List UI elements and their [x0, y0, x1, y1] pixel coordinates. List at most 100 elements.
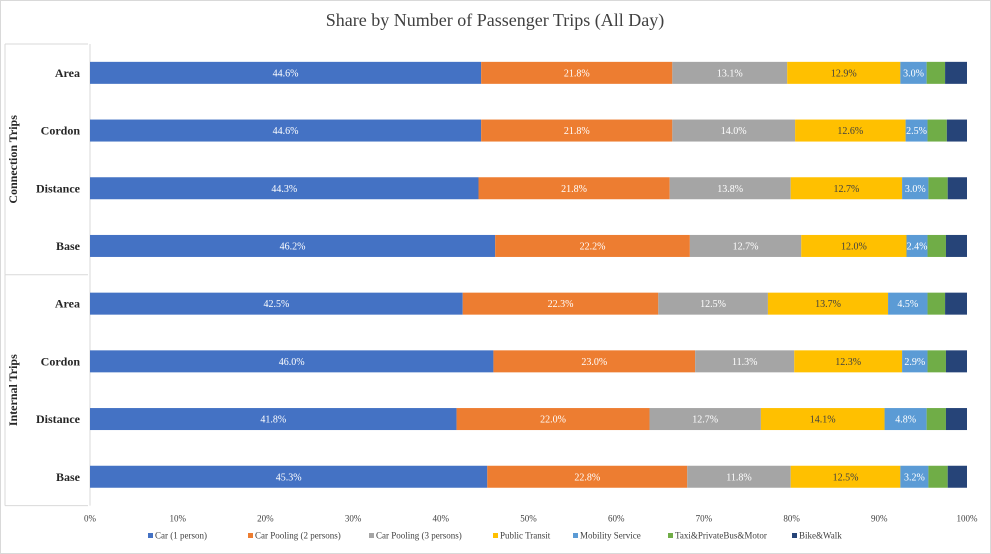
bar-segment [790, 465, 901, 488]
bar-segment [927, 350, 946, 373]
data-label: 12.3% [835, 357, 861, 368]
bar-segment [905, 119, 928, 142]
data-label: 3.0% [903, 68, 924, 79]
legend: Car (1 person) Car Pooling (2 persons) Car… [148, 531, 842, 541]
legend-label: Car (1 person) [155, 531, 207, 541]
data-label: 46.2% [280, 241, 306, 252]
data-label: 13.7% [815, 299, 841, 310]
bar-segment [90, 408, 457, 431]
bar-segment [902, 350, 928, 373]
legend-swatch [573, 533, 578, 538]
data-label: 4.8% [895, 415, 916, 426]
data-label: 3.2% [904, 472, 925, 483]
data-label: 23.0% [581, 357, 607, 368]
data-label: 12.5% [700, 299, 726, 310]
legend-label: Bike&Walk [799, 531, 842, 541]
data-label: 12.7% [692, 415, 718, 426]
bar-segment [926, 61, 946, 84]
bar-segment [687, 465, 791, 488]
data-label: 12.5% [833, 472, 859, 483]
category-label: Cordon [41, 354, 81, 368]
data-label: 4.5% [897, 299, 918, 310]
category-label: Base [56, 239, 81, 253]
x-tick-label: 100% [957, 514, 979, 524]
data-label: 22.2% [580, 241, 606, 252]
bar-segment [90, 292, 463, 315]
data-label: 2.5% [906, 126, 927, 137]
data-label: 22.0% [540, 415, 566, 426]
legend-label: Public Transit [500, 531, 551, 541]
category-label: Base [56, 470, 81, 484]
category-label: Area [55, 297, 80, 311]
data-label: 44.6% [273, 126, 299, 137]
data-label: 14.1% [810, 415, 836, 426]
bar-segment [945, 234, 967, 257]
group-label: Connection Trips [6, 115, 20, 204]
x-tick-label: 0% [84, 514, 97, 524]
bar-segment [669, 177, 791, 200]
data-label: 14.0% [721, 126, 747, 137]
bars: 44.6% 21.8% 13.1% 12.9% 3.0% Area 44.6% 21.8% 14… [36, 61, 967, 488]
bar-segment [90, 465, 488, 488]
data-label: 12.7% [733, 241, 759, 252]
bar-segment [801, 234, 907, 257]
data-label: 12.6% [837, 126, 863, 137]
bar-segment [928, 465, 948, 488]
x-tick-label: 60% [608, 514, 625, 524]
data-label: 12.7% [833, 184, 859, 195]
bar-segment [946, 119, 967, 142]
bar-segment [90, 234, 496, 257]
bar-segment [495, 234, 690, 257]
bar-segment [947, 465, 967, 488]
legend-label: Car Pooling (3 persons) [376, 531, 462, 541]
bar-segment [947, 177, 967, 200]
category-label: Distance [36, 412, 81, 426]
x-tick-label: 20% [257, 514, 274, 524]
data-label: 13.1% [717, 68, 743, 79]
x-tick-label: 30% [345, 514, 362, 524]
data-label: 3.0% [905, 184, 926, 195]
bar-segment [90, 177, 479, 200]
bar-segment [689, 234, 802, 257]
data-label: 12.9% [831, 68, 857, 79]
bar-segment [649, 408, 761, 431]
data-label: 46.0% [279, 357, 305, 368]
bar-segment [945, 61, 967, 84]
data-label: 12.0% [841, 241, 867, 252]
bar-segment [888, 292, 928, 315]
bar-segment [945, 350, 967, 373]
bar-segment [902, 177, 929, 200]
bar-segment [456, 408, 650, 431]
data-label: 44.3% [271, 184, 297, 195]
bar-segment [926, 408, 946, 431]
data-label: 21.8% [561, 184, 587, 195]
legend-swatch [369, 533, 374, 538]
data-label: 13.8% [717, 184, 743, 195]
bar-segment [462, 292, 659, 315]
data-label: 11.8% [726, 472, 751, 483]
bar-segment [672, 61, 788, 84]
bar-segment [481, 119, 673, 142]
bar-segment [900, 465, 929, 488]
bar-segment [795, 119, 906, 142]
legend-swatch [668, 533, 673, 538]
data-label: 2.9% [904, 357, 925, 368]
bar-segment [90, 350, 494, 373]
category-label: Area [55, 66, 80, 80]
data-label: 22.3% [548, 299, 574, 310]
x-axis-ticks: 0% 10% 20% 30% 40% 50% 60% 70% 80% 90% 100% [84, 514, 978, 524]
bar-segment [760, 408, 885, 431]
bar-segment [90, 61, 482, 84]
x-tick-label: 40% [433, 514, 450, 524]
bar-segment [945, 292, 967, 315]
bar-segment [790, 177, 903, 200]
bar-segment [794, 350, 903, 373]
category-label: Distance [36, 181, 81, 195]
bar-segment [695, 350, 795, 373]
x-tick-label: 70% [696, 514, 713, 524]
bar-segment [900, 61, 927, 84]
legend-swatch [493, 533, 498, 538]
x-tick-label: 90% [871, 514, 888, 524]
x-tick-label: 80% [783, 514, 800, 524]
bar-segment [493, 350, 696, 373]
